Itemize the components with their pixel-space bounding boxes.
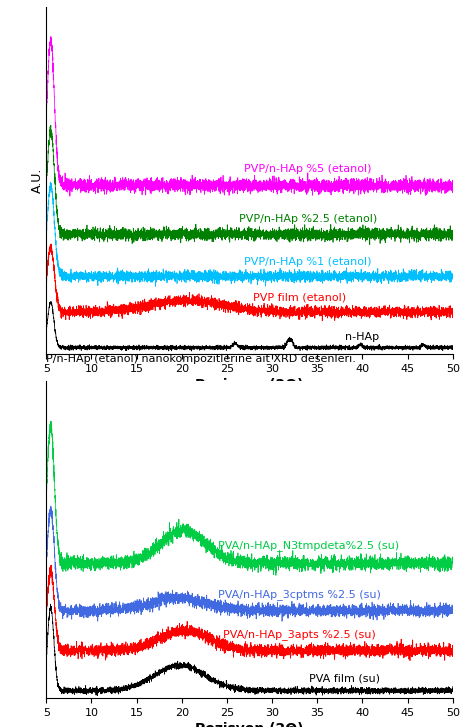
- Text: PVP/n-HAp %1 (etanol): PVP/n-HAp %1 (etanol): [244, 257, 372, 267]
- Text: PVP/n-HAp %5 (etanol): PVP/n-HAp %5 (etanol): [244, 164, 372, 174]
- Text: PVA/n-HAp_3apts %2.5 (su): PVA/n-HAp_3apts %2.5 (su): [223, 629, 376, 640]
- Text: P/n-HAp (etanol) nanokompozitlerine ait XRD desenleri.: P/n-HAp (etanol) nanokompozitlerine ait …: [46, 354, 356, 364]
- Text: PVA/n-HAp_3cptms %2.5 (su): PVA/n-HAp_3cptms %2.5 (su): [218, 590, 381, 601]
- Text: PVP film (etanol): PVP film (etanol): [253, 292, 346, 302]
- Text: PVP/n-HAp %2.5 (etanol): PVP/n-HAp %2.5 (etanol): [239, 214, 377, 224]
- Text: PVA film (su): PVA film (su): [309, 674, 380, 684]
- Text: n-HAp: n-HAp: [346, 332, 379, 342]
- X-axis label: Pozisyon (2Θ): Pozisyon (2Θ): [195, 722, 304, 727]
- X-axis label: Pozisyon (2Θ): Pozisyon (2Θ): [195, 378, 304, 392]
- Y-axis label: A.U.: A.U.: [30, 168, 43, 193]
- Text: PVA/n-HAp_N3tmpdeta%2.5 (su): PVA/n-HAp_N3tmpdeta%2.5 (su): [218, 540, 399, 551]
